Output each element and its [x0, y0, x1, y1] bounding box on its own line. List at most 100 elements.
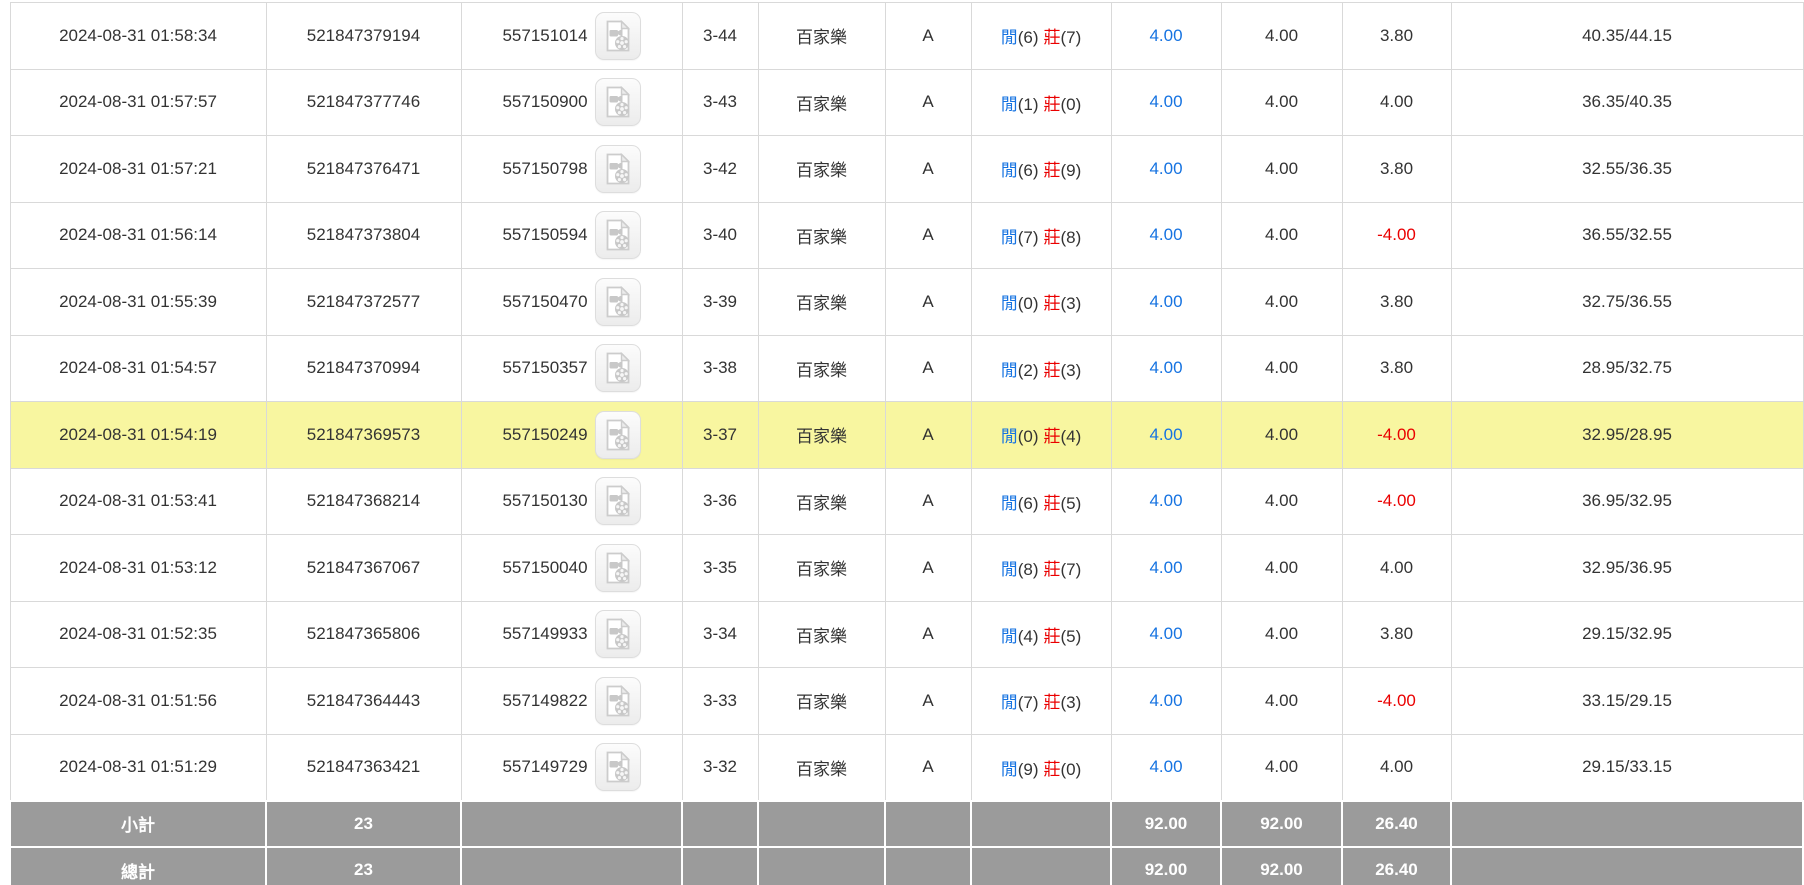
result-cell: 閒(1) 莊(0) — [970, 68, 1112, 136]
round-id: 557150470 — [502, 291, 588, 311]
player-score: (8) — [1017, 560, 1039, 580]
table-row[interactable]: 2024-08-31 01:57:57 521847377746 5571509… — [9, 68, 1804, 136]
round-id: 557151014 — [502, 25, 588, 45]
banker-label: 莊 — [1043, 28, 1061, 48]
round-number-cell: 3-43 — [681, 68, 759, 136]
round-number-cell: 3-33 — [681, 667, 759, 735]
round-wrap: 557149933 — [462, 610, 681, 659]
summary-empty-cell — [884, 846, 972, 885]
game-type-cell: 百家樂 — [757, 733, 886, 801]
bet-amount-cell: 4.00 — [1110, 334, 1222, 402]
round-cell: 557149729 — [460, 733, 683, 801]
game-type-cell: 百家樂 — [757, 135, 886, 203]
bet-amount-link[interactable]: 4.00 — [1149, 757, 1183, 776]
video-replay-button[interactable] — [594, 211, 641, 260]
table-row[interactable]: 2024-08-31 01:53:41 521847368214 5571501… — [9, 467, 1804, 535]
player-label: 閒 — [1000, 560, 1018, 580]
bet-amount-link[interactable]: 4.00 — [1149, 291, 1183, 311]
result-cell: 閒(7) 莊(8) — [970, 201, 1112, 269]
table-row[interactable]: 2024-08-31 01:51:56 521847364443 5571498… — [9, 667, 1804, 735]
summary-bet-total-cell: 92.00 — [1110, 846, 1222, 885]
table-row[interactable]: 2024-08-31 01:53:12 521847367067 5571500… — [9, 534, 1804, 602]
win-loss-cell: -4.00 — [1341, 401, 1452, 469]
balance-cell: 40.35/44.15 — [1450, 2, 1804, 70]
result-cell: 閒(7) 莊(3) — [970, 667, 1112, 735]
player-score: (6) — [1017, 493, 1039, 513]
player-score: (0) — [1017, 427, 1039, 447]
player-label: 閒 — [1000, 94, 1018, 114]
video-replay-button[interactable] — [594, 277, 641, 326]
round-id: 557149822 — [502, 690, 588, 710]
bet-amount-cell: 4.00 — [1110, 667, 1222, 735]
video-replay-button[interactable] — [594, 410, 641, 459]
bet-id-cell: 521847379194 — [265, 2, 462, 70]
round-cell: 557149822 — [460, 667, 683, 735]
bet-amount-link[interactable]: 4.00 — [1149, 358, 1183, 378]
video-replay-button[interactable] — [594, 743, 641, 791]
result-cell: 閒(8) 莊(7) — [970, 534, 1112, 602]
banker-label: 莊 — [1043, 759, 1061, 779]
game-type-cell: 百家樂 — [757, 201, 886, 269]
records-table-body: 2024-08-31 01:58:34 521847379194 5571510… — [9, 2, 1804, 885]
banker-score: (3) — [1060, 360, 1082, 380]
player-label: 閒 — [1000, 227, 1018, 247]
bet-time-cell: 2024-08-31 01:56:14 — [9, 201, 267, 269]
video-replay-icon — [606, 684, 630, 717]
bet-amount-link[interactable]: 4.00 — [1149, 424, 1183, 444]
table-row[interactable]: 2024-08-31 01:57:21 521847376471 5571507… — [9, 135, 1804, 203]
table-name-cell: A — [884, 401, 972, 469]
bet-id-cell: 521847367067 — [265, 534, 462, 602]
bet-id-cell: 521847368214 — [265, 467, 462, 535]
round-cell: 557150130 — [460, 467, 683, 535]
banker-score: (3) — [1060, 693, 1082, 713]
table-row[interactable]: 2024-08-31 01:52:35 521847365806 5571499… — [9, 600, 1804, 668]
video-replay-button[interactable] — [594, 344, 641, 393]
video-replay-button[interactable] — [594, 144, 641, 193]
bet-id-cell: 521847376471 — [265, 135, 462, 203]
video-replay-icon — [606, 219, 630, 251]
bet-time-cell: 2024-08-31 01:53:12 — [9, 534, 267, 602]
win-loss-cell: 3.80 — [1341, 2, 1452, 70]
bet-time-cell: 2024-08-31 01:54:57 — [9, 334, 267, 402]
bet-id-cell: 521847369573 — [265, 401, 462, 469]
balance-cell: 32.75/36.55 — [1450, 268, 1804, 336]
table-row[interactable]: 2024-08-31 01:54:19 521847369573 5571502… — [9, 401, 1804, 469]
round-cell: 557150470 — [460, 268, 683, 336]
banker-label: 莊 — [1043, 94, 1061, 114]
table-name-cell: A — [884, 733, 972, 801]
bet-amount-link[interactable]: 4.00 — [1149, 557, 1183, 577]
bet-amount-link[interactable]: 4.00 — [1149, 624, 1183, 644]
balance-cell: 36.95/32.95 — [1450, 467, 1804, 535]
table-row[interactable]: 2024-08-31 01:51:29 521847363421 5571497… — [9, 733, 1804, 801]
video-replay-button[interactable] — [594, 78, 641, 127]
round-id: 557150357 — [502, 358, 588, 378]
round-id: 557150130 — [502, 491, 588, 511]
bet-amount-cell: 4.00 — [1110, 68, 1222, 136]
banker-score: (7) — [1060, 560, 1082, 580]
table-row[interactable]: 2024-08-31 01:55:39 521847372577 5571504… — [9, 268, 1804, 336]
bet-amount-link[interactable]: 4.00 — [1149, 158, 1183, 178]
bet-amount-link[interactable]: 4.00 — [1149, 225, 1183, 245]
valid-bet-cell: 4.00 — [1220, 2, 1343, 70]
win-loss-cell: 3.80 — [1341, 135, 1452, 203]
table-row[interactable]: 2024-08-31 01:58:34 521847379194 5571510… — [9, 2, 1804, 70]
table-row[interactable]: 2024-08-31 01:54:57 521847370994 5571503… — [9, 334, 1804, 402]
game-type-cell: 百家樂 — [757, 68, 886, 136]
table-name-cell: A — [884, 201, 972, 269]
video-replay-button[interactable] — [594, 676, 641, 725]
bet-amount-link[interactable]: 4.00 — [1149, 491, 1183, 511]
balance-cell: 32.95/28.95 — [1450, 401, 1804, 469]
video-replay-button[interactable] — [594, 610, 641, 659]
game-type-cell: 百家樂 — [757, 401, 886, 469]
bet-amount-link[interactable]: 4.00 — [1149, 92, 1183, 112]
round-wrap: 557150249 — [462, 410, 681, 459]
bet-amount-link[interactable]: 4.00 — [1149, 690, 1183, 710]
bet-amount-link[interactable]: 4.00 — [1149, 25, 1183, 45]
table-row[interactable]: 2024-08-31 01:56:14 521847373804 5571505… — [9, 201, 1804, 269]
video-replay-button[interactable] — [594, 477, 641, 526]
result-cell: 閒(2) 莊(3) — [970, 334, 1112, 402]
video-replay-icon — [606, 285, 630, 318]
video-replay-button[interactable] — [594, 11, 641, 60]
balance-cell: 29.15/33.15 — [1450, 733, 1804, 801]
video-replay-button[interactable] — [594, 543, 641, 592]
